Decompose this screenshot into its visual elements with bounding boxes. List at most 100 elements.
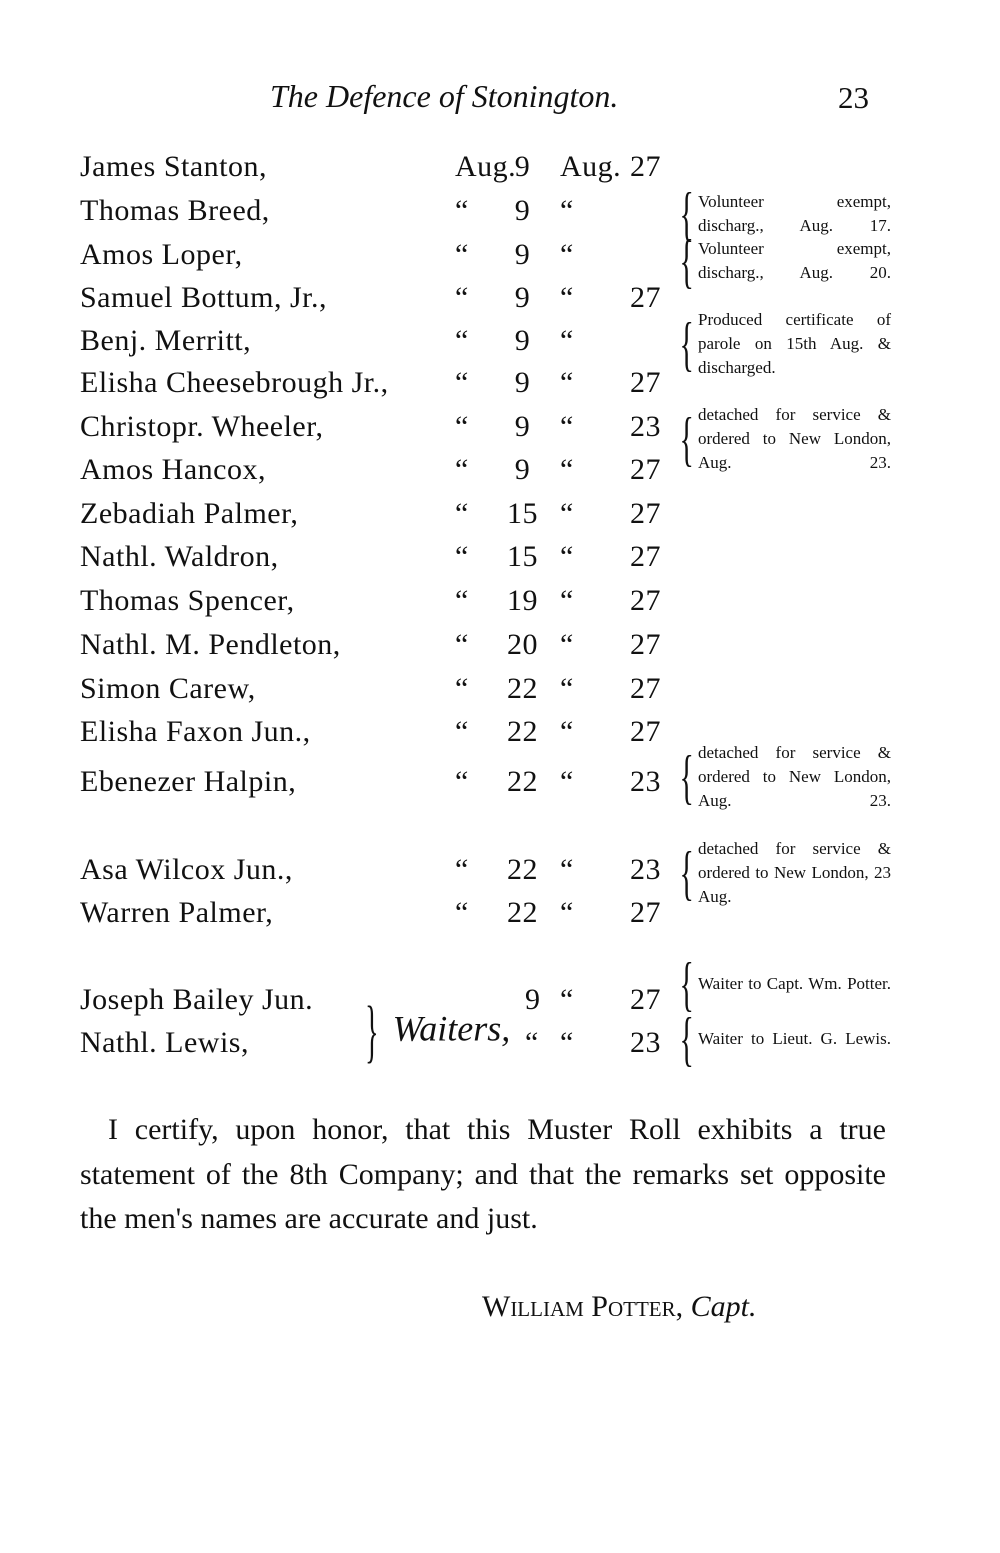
enlist-month: Aug. xyxy=(455,150,517,183)
roll-row: Nathl. Waldron, “ 15 “ 27 xyxy=(0,540,1000,580)
enlist-month: “ xyxy=(455,453,469,486)
enlist-day: 9 xyxy=(514,324,531,357)
roll-row: Joseph Bailey Jun. 9 “ 27 xyxy=(0,983,1000,1023)
soldier-name: Christopr. Wheeler, xyxy=(80,410,324,443)
brace-icon: } xyxy=(365,993,379,1070)
discharge-month: “ xyxy=(560,672,574,705)
roll-row: Benj. Merritt, “ 9 “ xyxy=(0,324,1000,364)
remark: {detached for service & ordered to New L… xyxy=(679,839,892,906)
soldier-name: Elisha Faxon Jun., xyxy=(80,715,311,748)
roll-row: Thomas Spencer, “ 19 “ 27 xyxy=(0,584,1000,624)
soldier-name: Warren Palmer, xyxy=(80,896,274,929)
discharge-month: “ xyxy=(560,983,574,1016)
soldier-name: James Stanton, xyxy=(80,150,267,183)
discharge-day: 23 xyxy=(630,1026,661,1059)
soldier-name: Thomas Breed, xyxy=(80,194,270,227)
discharge-month: “ xyxy=(560,366,574,399)
enlist-day: 22 xyxy=(507,765,538,798)
discharge-month: “ xyxy=(560,715,574,748)
soldier-name: Joseph Bailey Jun. xyxy=(80,983,314,1016)
enlist-month: “ xyxy=(455,194,469,227)
discharge-month: Aug. xyxy=(560,150,622,183)
discharge-month: “ xyxy=(560,324,574,357)
signature: William Potter, Capt. xyxy=(482,1290,757,1323)
discharge-month: “ xyxy=(560,853,574,886)
remark: {Volunteer exempt, discharg., Aug. 20. xyxy=(679,228,892,294)
waiters-group: } Waiters, xyxy=(355,992,510,1072)
soldier-name: Samuel Bottum, Jr., xyxy=(80,281,328,314)
brace-icon: { xyxy=(679,1006,694,1072)
roll-row: Amos Loper, “ 9 “ xyxy=(0,238,1000,278)
discharge-month: “ xyxy=(560,896,574,929)
enlist-day: 9 xyxy=(514,150,531,183)
enlist-day: 22 xyxy=(507,715,538,748)
enlist-month: “ xyxy=(455,628,469,661)
roll-row: Nathl. Lewis, “ “ 23 xyxy=(0,1026,1000,1066)
remark: {detached for service & ordered to New L… xyxy=(679,405,892,472)
enlist-month: “ xyxy=(455,584,469,617)
roll-row: Thomas Breed, “ 9 “ xyxy=(0,194,1000,234)
enlist-month: “ xyxy=(455,853,469,886)
brace-icon: { xyxy=(679,951,694,1017)
brace-icon: { xyxy=(679,840,694,906)
enlist-month: “ xyxy=(455,765,469,798)
discharge-day: 27 xyxy=(630,150,661,183)
brace-icon: { xyxy=(679,744,694,810)
remark: {Waiter to Capt. Wm. Potter. xyxy=(679,951,892,1017)
brace-icon: { xyxy=(679,311,694,377)
soldier-name: Nathl. M. Pendleton, xyxy=(80,628,341,661)
discharge-month: “ xyxy=(560,238,574,271)
soldier-name: Amos Loper, xyxy=(80,238,243,271)
discharge-day: 27 xyxy=(630,497,661,530)
roll-row: Elisha Cheesebrough Jr., “ 9 “ 27 xyxy=(0,366,1000,406)
enlist-month: “ xyxy=(455,540,469,573)
enlist-day: 22 xyxy=(507,896,538,929)
discharge-month: “ xyxy=(560,497,574,530)
soldier-name: Ebenezer Halpin, xyxy=(80,765,297,798)
discharge-day: 23 xyxy=(630,765,661,798)
waiters-label: Waiters, xyxy=(392,1008,511,1049)
roll-row: Amos Hancox, “ 9 “ 27 xyxy=(0,453,1000,493)
roll-row: James Stanton, Aug. 9 Aug. 27 xyxy=(0,150,1000,190)
roll-row: Asa Wilcox Jun., “ 22 “ 23 xyxy=(0,853,1000,893)
discharge-month: “ xyxy=(560,628,574,661)
enlist-month: “ xyxy=(455,324,469,357)
soldier-name: Amos Hancox, xyxy=(80,453,266,486)
roll-row: Warren Palmer, “ 22 “ 27 xyxy=(0,896,1000,936)
discharge-day: 27 xyxy=(630,584,661,617)
roll-row: Elisha Faxon Jun., “ 22 “ 27 xyxy=(0,715,1000,755)
soldier-name: Elisha Cheesebrough Jr., xyxy=(80,366,389,399)
enlist-day: 9 xyxy=(514,453,531,486)
discharge-day: 27 xyxy=(630,628,661,661)
discharge-day: 27 xyxy=(630,896,661,929)
discharge-day: 27 xyxy=(630,672,661,705)
soldier-name: Asa Wilcox Jun., xyxy=(80,853,293,886)
enlist-day: 19 xyxy=(507,584,538,617)
running-title: The Defence of Stonington. xyxy=(270,78,619,114)
discharge-day: 27 xyxy=(630,453,661,486)
discharge-month: “ xyxy=(560,410,574,443)
roll-row: Nathl. M. Pendleton, “ 20 “ 27 xyxy=(0,628,1000,668)
enlist-day: 9 xyxy=(514,238,531,271)
enlist-day: “ xyxy=(525,1026,539,1059)
enlist-month: “ xyxy=(455,410,469,443)
discharge-day: 27 xyxy=(630,715,661,748)
enlist-month: “ xyxy=(455,672,469,705)
discharge-day: 27 xyxy=(630,540,661,573)
enlist-day: 22 xyxy=(507,672,538,705)
enlist-day: 9 xyxy=(514,281,531,314)
enlist-month: “ xyxy=(455,366,469,399)
enlist-month: “ xyxy=(455,281,469,314)
enlist-day: 9 xyxy=(514,410,531,443)
brace-icon: { xyxy=(679,406,694,472)
discharge-month: “ xyxy=(560,540,574,573)
enlist-day: 22 xyxy=(507,853,538,886)
roll-row: Christopr. Wheeler, “ 9 “ 23 xyxy=(0,410,1000,450)
enlist-day: 15 xyxy=(507,497,538,530)
roll-row: Samuel Bottum, Jr., “ 9 “ 27 xyxy=(0,281,1000,321)
page-number: 23 xyxy=(838,80,869,115)
discharge-month: “ xyxy=(560,453,574,486)
certification-text: I certify, upon honor, that this Muster … xyxy=(80,1113,886,1235)
soldier-name: Benj. Merritt, xyxy=(80,324,252,357)
